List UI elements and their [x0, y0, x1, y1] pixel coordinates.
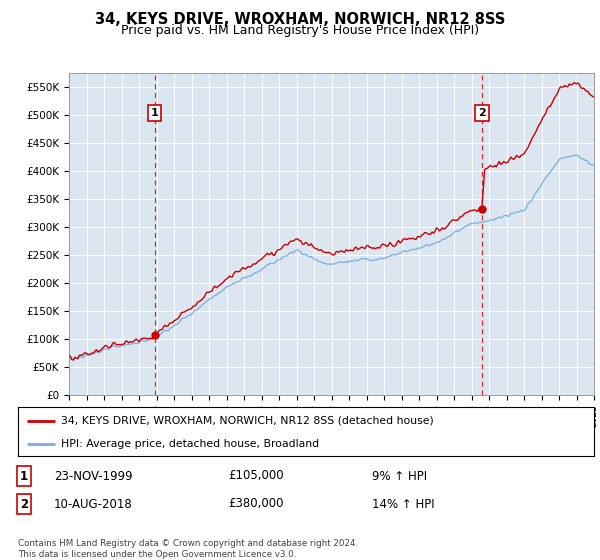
Text: 34, KEYS DRIVE, WROXHAM, NORWICH, NR12 8SS: 34, KEYS DRIVE, WROXHAM, NORWICH, NR12 8…	[95, 12, 505, 27]
Text: 1: 1	[151, 108, 158, 118]
Text: 9% ↑ HPI: 9% ↑ HPI	[372, 469, 427, 483]
Text: 1: 1	[20, 469, 28, 483]
Text: £380,000: £380,000	[228, 497, 284, 511]
Text: £105,000: £105,000	[228, 469, 284, 483]
Text: HPI: Average price, detached house, Broadland: HPI: Average price, detached house, Broa…	[61, 438, 319, 449]
Text: 10-AUG-2018: 10-AUG-2018	[54, 497, 133, 511]
Text: Contains HM Land Registry data © Crown copyright and database right 2024.
This d: Contains HM Land Registry data © Crown c…	[18, 539, 358, 559]
Text: 23-NOV-1999: 23-NOV-1999	[54, 469, 133, 483]
Text: 2: 2	[478, 108, 486, 118]
Text: 34, KEYS DRIVE, WROXHAM, NORWICH, NR12 8SS (detached house): 34, KEYS DRIVE, WROXHAM, NORWICH, NR12 8…	[61, 416, 434, 426]
Text: 2: 2	[20, 497, 28, 511]
Text: 14% ↑ HPI: 14% ↑ HPI	[372, 497, 434, 511]
Text: Price paid vs. HM Land Registry's House Price Index (HPI): Price paid vs. HM Land Registry's House …	[121, 24, 479, 37]
